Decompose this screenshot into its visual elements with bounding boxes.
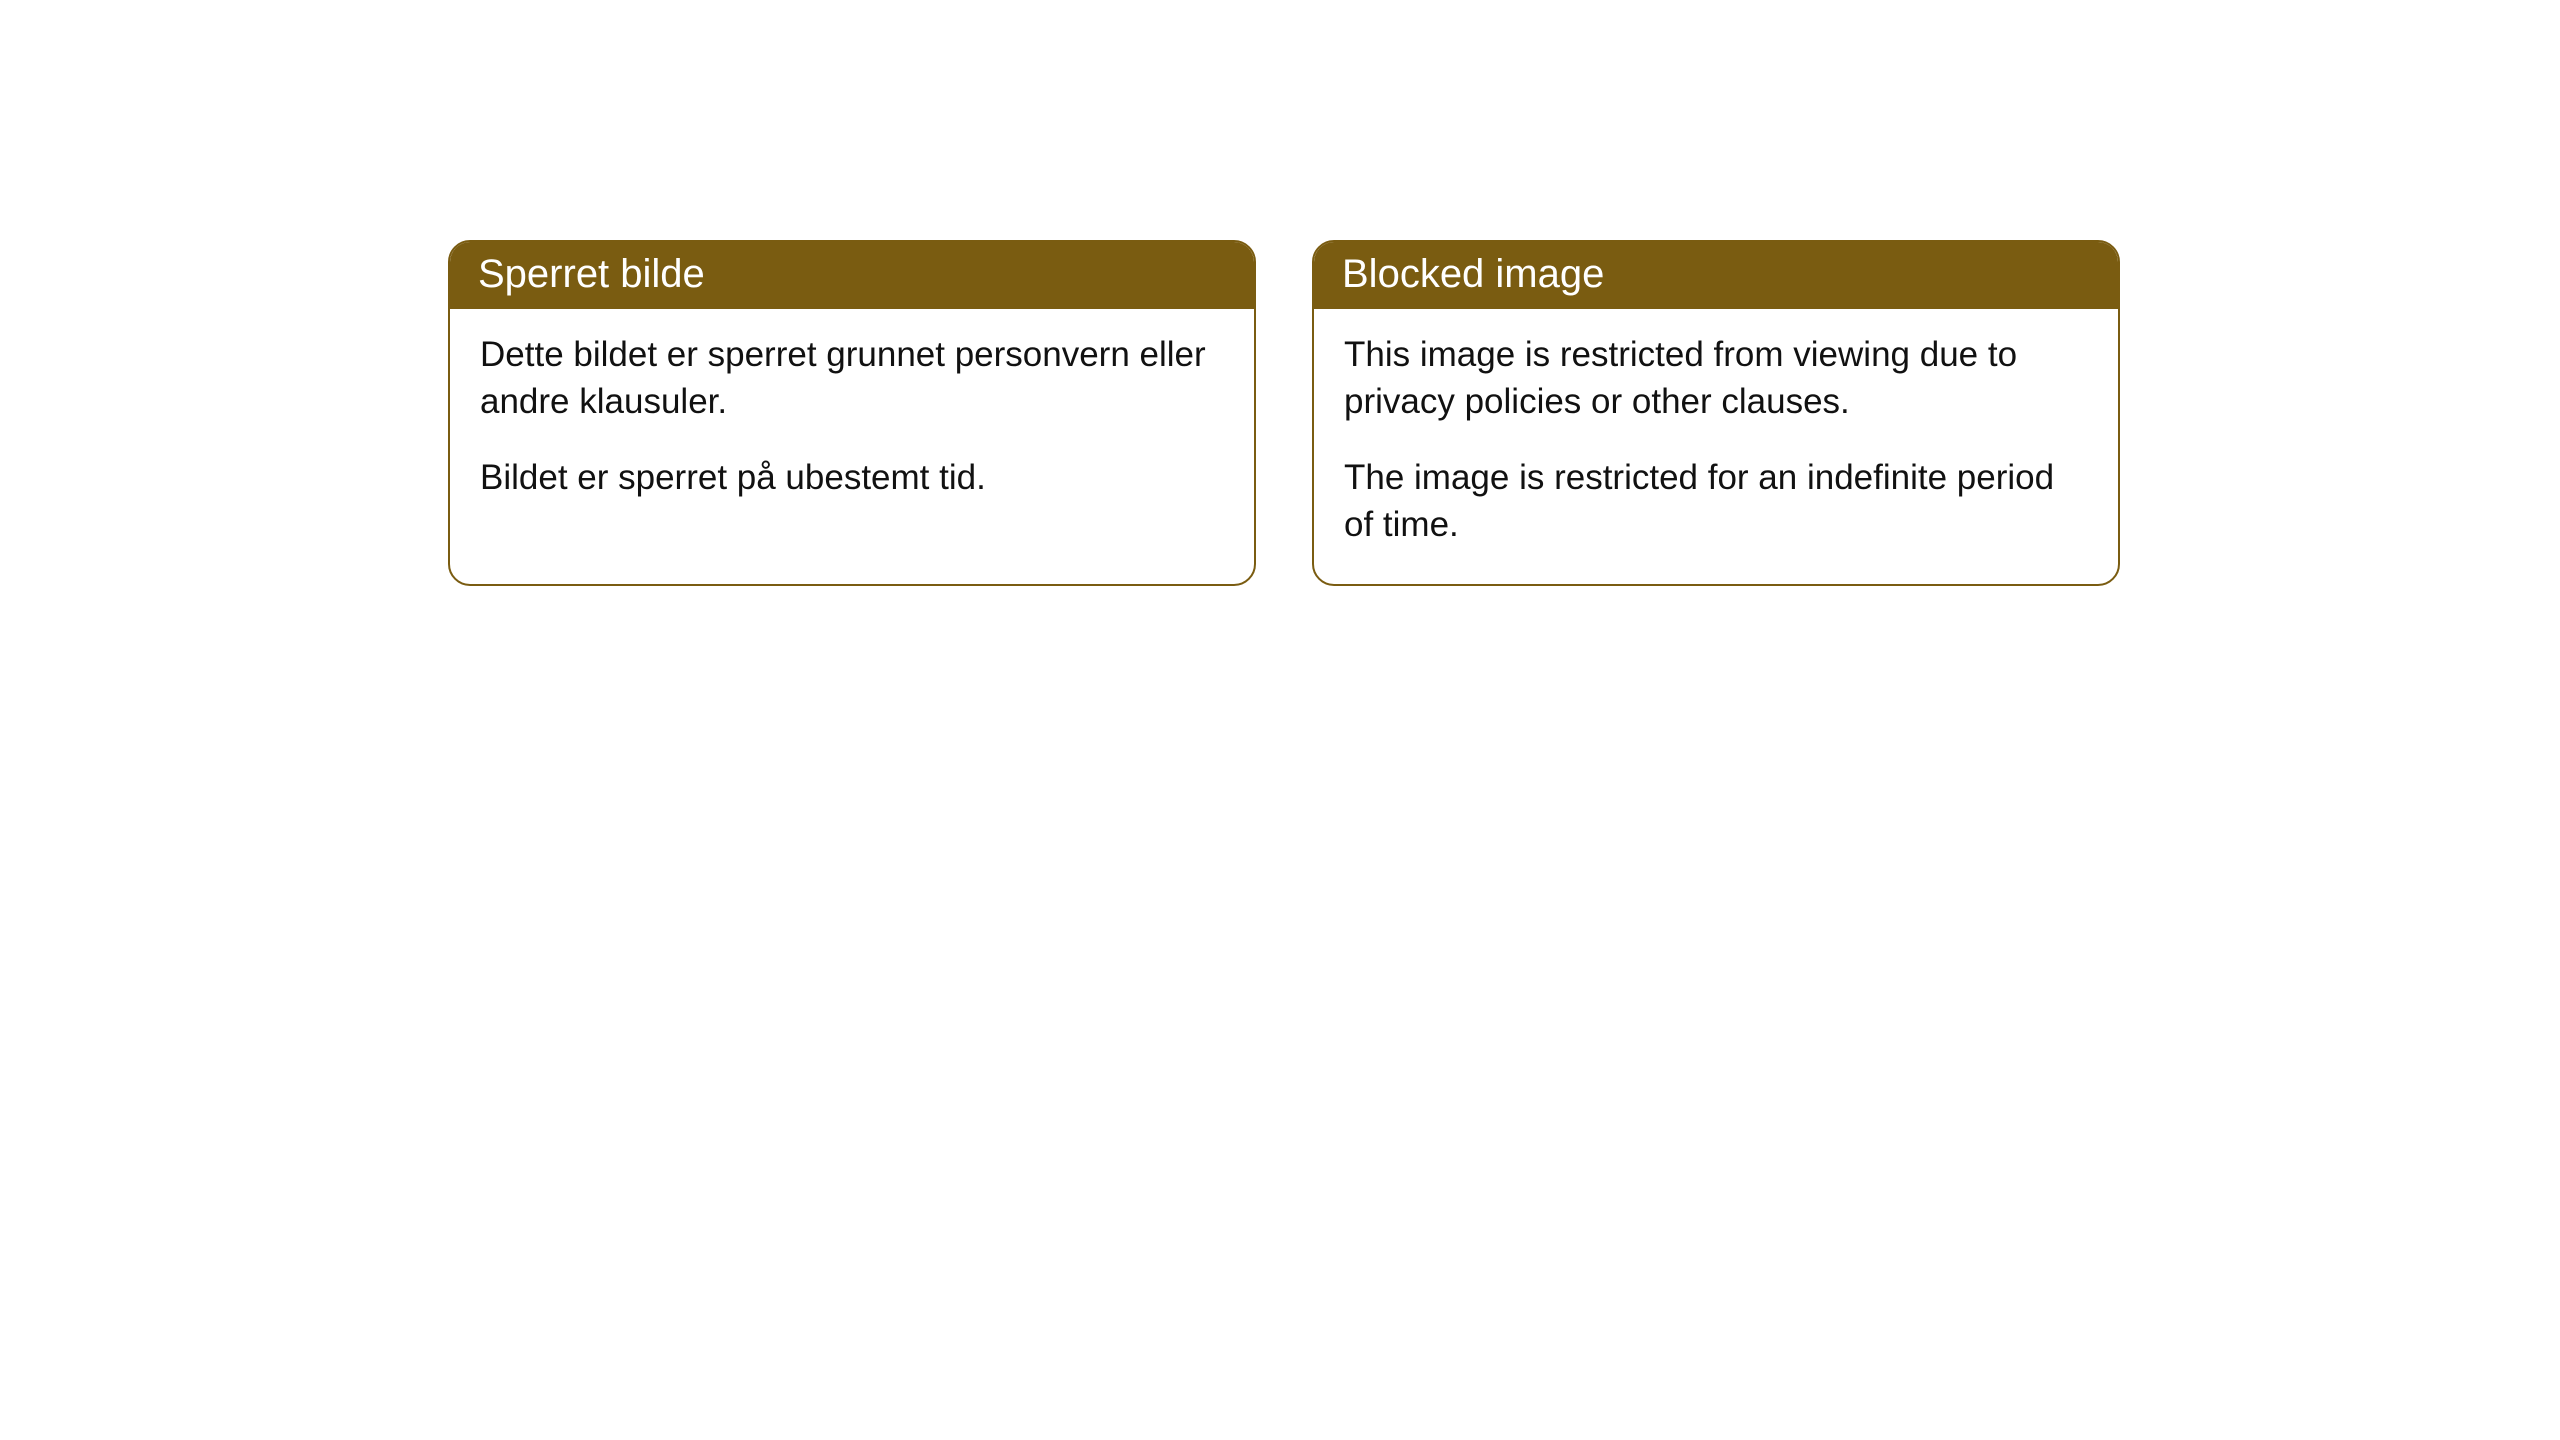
blocked-image-card-english: Blocked image This image is restricted f… — [1312, 240, 2120, 586]
card-title: Blocked image — [1342, 252, 1604, 296]
card-title: Sperret bilde — [478, 252, 705, 296]
card-body-english: This image is restricted from viewing du… — [1314, 309, 2118, 584]
card-text-line1: Dette bildet er sperret grunnet personve… — [480, 331, 1224, 426]
notice-cards-container: Sperret bilde Dette bildet er sperret gr… — [448, 240, 2120, 586]
card-text-line2: Bildet er sperret på ubestemt tid. — [480, 454, 1224, 501]
card-body-norwegian: Dette bildet er sperret grunnet personve… — [450, 309, 1254, 537]
card-header-norwegian: Sperret bilde — [450, 242, 1254, 309]
blocked-image-card-norwegian: Sperret bilde Dette bildet er sperret gr… — [448, 240, 1256, 586]
card-text-line2: The image is restricted for an indefinit… — [1344, 454, 2088, 549]
card-header-english: Blocked image — [1314, 242, 2118, 309]
card-text-line1: This image is restricted from viewing du… — [1344, 331, 2088, 426]
